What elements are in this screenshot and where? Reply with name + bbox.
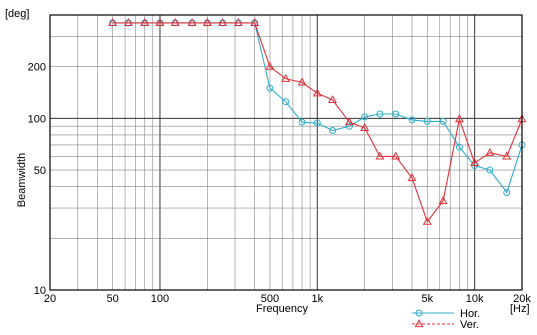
data-point-triangle: [407, 173, 417, 181]
x-axis-label: Frequency: [256, 303, 308, 315]
data-point-triangle: [328, 95, 338, 104]
data-point-circle: [345, 122, 353, 130]
data-point-circle: [486, 166, 494, 174]
data-point-circle: [408, 116, 416, 124]
data-point-circle: [376, 110, 384, 118]
y-tick-label: 200: [28, 62, 46, 74]
plot-frame: [49, 14, 523, 291]
x-tick-label: 20k: [513, 293, 531, 305]
data-point-circle: [439, 117, 447, 125]
legend-entry: Hor.: [412, 308, 480, 320]
data-point-triangle: [265, 61, 275, 70]
x-tick-label: 20: [44, 293, 56, 305]
data-point-triangle: [233, 18, 243, 26]
data-point-triangle: [155, 18, 165, 26]
data-point-circle: [329, 126, 337, 134]
x-tick-label: 5k: [421, 293, 433, 305]
legend-entry: Ver.: [412, 319, 479, 331]
x-tick-label: 1k: [311, 293, 323, 305]
data-point-triangle: [108, 18, 118, 26]
series-layer: [108, 18, 527, 225]
legend-label: Hor.: [460, 308, 480, 320]
data-point-triangle: [391, 151, 401, 160]
data-point-triangle: [470, 158, 480, 167]
data-point-circle: [455, 143, 463, 151]
data-point-triangle: [218, 18, 228, 26]
y-tick-label: 50: [34, 165, 46, 177]
data-point-triangle: [250, 18, 260, 26]
tick-labels: 20 50 100 500 1k 5k 10k 20k 10 50 100 200: [28, 62, 532, 305]
y-tick-label: 100: [28, 113, 46, 125]
series-line: [112, 22, 523, 223]
data-point-triangle: [297, 77, 307, 86]
data-point-triangle: [414, 319, 424, 328]
x-tick-label: 50: [106, 293, 118, 305]
y-unit-label: [deg]: [5, 8, 29, 20]
data-point-triangle: [360, 123, 370, 131]
data-point-circle: [282, 98, 290, 106]
data-point-circle: [423, 117, 431, 125]
legend-label: Ver.: [460, 319, 479, 331]
data-point-circle: [313, 119, 321, 127]
y-axis-label: Beamwidth: [16, 153, 28, 207]
data-point-triangle: [312, 88, 322, 97]
grid: [50, 15, 522, 290]
series-ver: [108, 18, 527, 225]
data-point-circle: [392, 110, 400, 118]
data-point-triangle: [170, 18, 180, 26]
data-point-circle: [298, 118, 306, 126]
data-point-triangle: [438, 196, 448, 205]
legend: Hor.Ver.: [412, 308, 480, 331]
data-point-triangle: [344, 117, 354, 126]
data-point-circle: [361, 113, 369, 121]
data-point-circle: [266, 84, 274, 92]
data-point-triangle: [485, 147, 495, 156]
y-tick-label: 10: [34, 285, 46, 297]
data-point-triangle: [123, 18, 133, 26]
x-unit-label: [Hz]: [510, 303, 530, 315]
data-point-triangle: [502, 151, 512, 160]
data-point-circle: [415, 309, 423, 317]
data-point-triangle: [281, 73, 291, 82]
x-tick-label: 500: [261, 293, 279, 305]
data-point-triangle: [140, 18, 150, 26]
data-point-triangle: [454, 114, 464, 123]
data-point-triangle: [187, 18, 197, 26]
data-point-triangle: [202, 18, 212, 26]
x-tick-label: 10k: [466, 293, 484, 305]
data-point-triangle: [422, 216, 432, 225]
x-tick-label: 100: [151, 293, 169, 305]
data-point-circle: [503, 188, 511, 196]
data-point-triangle: [375, 151, 385, 160]
